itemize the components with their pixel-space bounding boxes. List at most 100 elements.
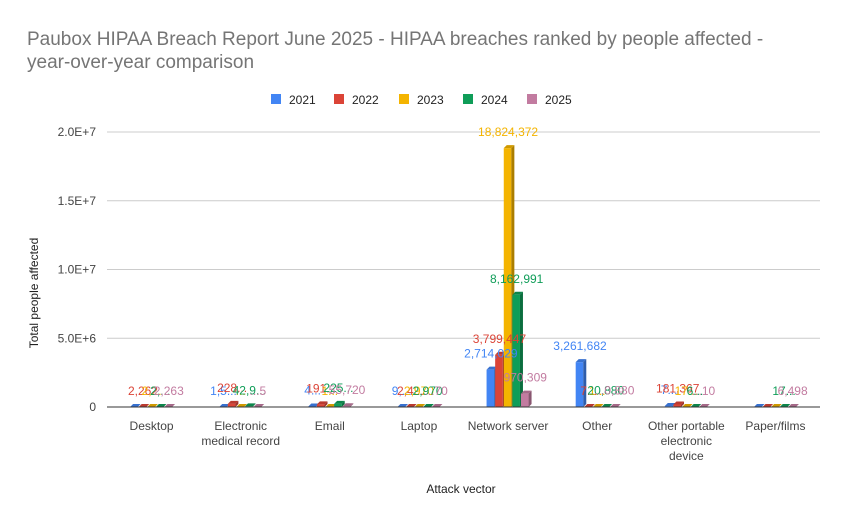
data-label-7-3: 17... bbox=[772, 384, 795, 398]
bar-5-2 bbox=[592, 404, 604, 407]
legend-label-2: 2023 bbox=[417, 93, 444, 107]
legend: 2021 2022 2023 2024 2025 bbox=[271, 93, 572, 107]
data-label-3-2: 2,970 bbox=[404, 384, 434, 398]
bar-top-2-0 bbox=[308, 403, 319, 407]
data-label-5-4: ...0,880 bbox=[594, 384, 634, 398]
bar-3-2 bbox=[414, 404, 426, 407]
legend-swatch-1 bbox=[334, 94, 344, 104]
bar-side-1-1 bbox=[235, 400, 239, 407]
bar-5-4 bbox=[610, 404, 621, 407]
bar-3-0 bbox=[397, 404, 409, 407]
data-label-5-3: 20,880 bbox=[587, 384, 624, 398]
bar-top-2-1 bbox=[316, 401, 328, 405]
data-label-3-0: 9,... bbox=[392, 384, 412, 398]
y-tick-label-4: 2.0E+7 bbox=[58, 125, 97, 139]
bar-7-3 bbox=[779, 404, 791, 407]
bar-7-2 bbox=[771, 404, 782, 407]
y-tick-label-1: 5.0E+6 bbox=[58, 331, 97, 345]
legend-swatch-4 bbox=[527, 94, 537, 104]
data-label-6-0: 7... bbox=[661, 383, 678, 397]
data-label-2-1: 191... bbox=[306, 381, 336, 395]
data-label-1-1: 228... bbox=[217, 381, 247, 395]
bar-2-1 bbox=[316, 404, 325, 407]
bar-2-3 bbox=[334, 403, 342, 407]
bar-top-1-3 bbox=[244, 403, 256, 407]
bar-side-2-1 bbox=[324, 401, 328, 407]
data-label-1-4: ...5 bbox=[250, 384, 267, 398]
bar-3-4 bbox=[431, 404, 443, 407]
data-label-6-2: 17... bbox=[675, 384, 698, 398]
bar-6-2 bbox=[682, 404, 693, 407]
bar-3-1 bbox=[406, 404, 417, 407]
legend-label-3: 2024 bbox=[481, 93, 508, 107]
legend-label-1: 2022 bbox=[352, 93, 379, 107]
data-label-0-4: 2,263 bbox=[154, 384, 184, 398]
bar-side-4-4 bbox=[528, 390, 532, 407]
legend-swatch-0 bbox=[271, 94, 281, 104]
bar-7-1 bbox=[762, 404, 774, 407]
data-label-4-0: 2,714,029 bbox=[464, 347, 518, 361]
bar-0-1 bbox=[138, 404, 150, 407]
bar-top-4-4 bbox=[520, 390, 532, 394]
x-tick-label-1: Electronic medical record bbox=[201, 419, 280, 448]
data-label-5-0: 3,261,682 bbox=[553, 339, 607, 353]
bar-0-4 bbox=[164, 404, 176, 407]
bar-7-0 bbox=[753, 404, 765, 407]
x-tick-label-2: Email bbox=[315, 419, 345, 433]
data-label-1-0: 1,5... bbox=[210, 384, 237, 398]
bar-side-2-3 bbox=[341, 400, 345, 407]
data-label-4-2: 18,824,372 bbox=[478, 125, 538, 139]
bar-side-1-3 bbox=[252, 403, 256, 407]
bar-1-1 bbox=[227, 403, 236, 407]
bar-top-2-3 bbox=[334, 400, 345, 404]
bar-5-1 bbox=[584, 404, 595, 407]
data-label-3-1: 2,4... bbox=[397, 384, 424, 398]
data-label-6-3: 6... bbox=[687, 384, 704, 398]
bar-top-2-4 bbox=[342, 403, 354, 407]
x-tick-label-5: Other bbox=[582, 419, 612, 433]
data-label-3-3: 2,970 bbox=[413, 384, 443, 398]
bar-5-0 bbox=[575, 362, 584, 407]
data-label-3-4: ...70 bbox=[424, 384, 448, 398]
legend-swatch-3 bbox=[463, 94, 473, 104]
bar-2-2 bbox=[325, 404, 337, 407]
bar-side-6-1 bbox=[681, 401, 685, 407]
bar-4-3 bbox=[512, 294, 520, 407]
bar-side-5-0 bbox=[583, 359, 587, 407]
bar-top-1-1 bbox=[227, 400, 239, 404]
bar-top-5-0 bbox=[575, 359, 587, 363]
bar-4-1 bbox=[495, 354, 503, 407]
data-label-1-3: 42,9... bbox=[233, 383, 266, 397]
y-tick-label-0: 0 bbox=[89, 400, 96, 414]
x-axis-categories: Desktop Electronic medical record Email Lapt… bbox=[130, 419, 806, 463]
chart-title-line-1: Paubox HIPAA Breach Report June 2025 - H… bbox=[27, 29, 763, 50]
x-tick-label-7: Paper/films bbox=[745, 419, 805, 433]
bar-top-6-0 bbox=[664, 403, 676, 407]
bar-1-0 bbox=[219, 404, 230, 407]
y-axis-title: Total people affected bbox=[27, 238, 41, 349]
y-tick-label-2: 1.0E+7 bbox=[58, 263, 97, 277]
bar-1-4 bbox=[253, 404, 265, 407]
x-axis-title: Attack vector bbox=[426, 482, 495, 496]
legend-swatch-2 bbox=[399, 94, 409, 104]
bar-side-4-3 bbox=[519, 291, 523, 407]
data-label-0-1: 2,262 bbox=[128, 384, 158, 398]
bar-top-4-1 bbox=[495, 351, 506, 355]
x-tick-label-6: Other portable electronic device bbox=[648, 419, 725, 463]
bar-3-3 bbox=[423, 404, 434, 407]
bar-side-2-4 bbox=[350, 403, 354, 407]
bar-top-4-2 bbox=[503, 145, 515, 149]
bar-6-3 bbox=[690, 404, 702, 407]
bar-top-6-1 bbox=[673, 401, 685, 405]
bar-0-3 bbox=[155, 404, 167, 407]
data-label-4-3: 8,162,991 bbox=[490, 272, 544, 286]
x-tick-label-4: Network server bbox=[468, 419, 549, 433]
data-label-7-4: 6,498 bbox=[778, 384, 808, 398]
data-label-6-4: ...10 bbox=[692, 384, 716, 398]
bar-6-1 bbox=[673, 404, 682, 407]
x-tick-label-0: Desktop bbox=[130, 419, 174, 433]
data-label-0-3: 2,... bbox=[150, 384, 170, 398]
data-label-4-4: 970,309 bbox=[504, 371, 548, 385]
